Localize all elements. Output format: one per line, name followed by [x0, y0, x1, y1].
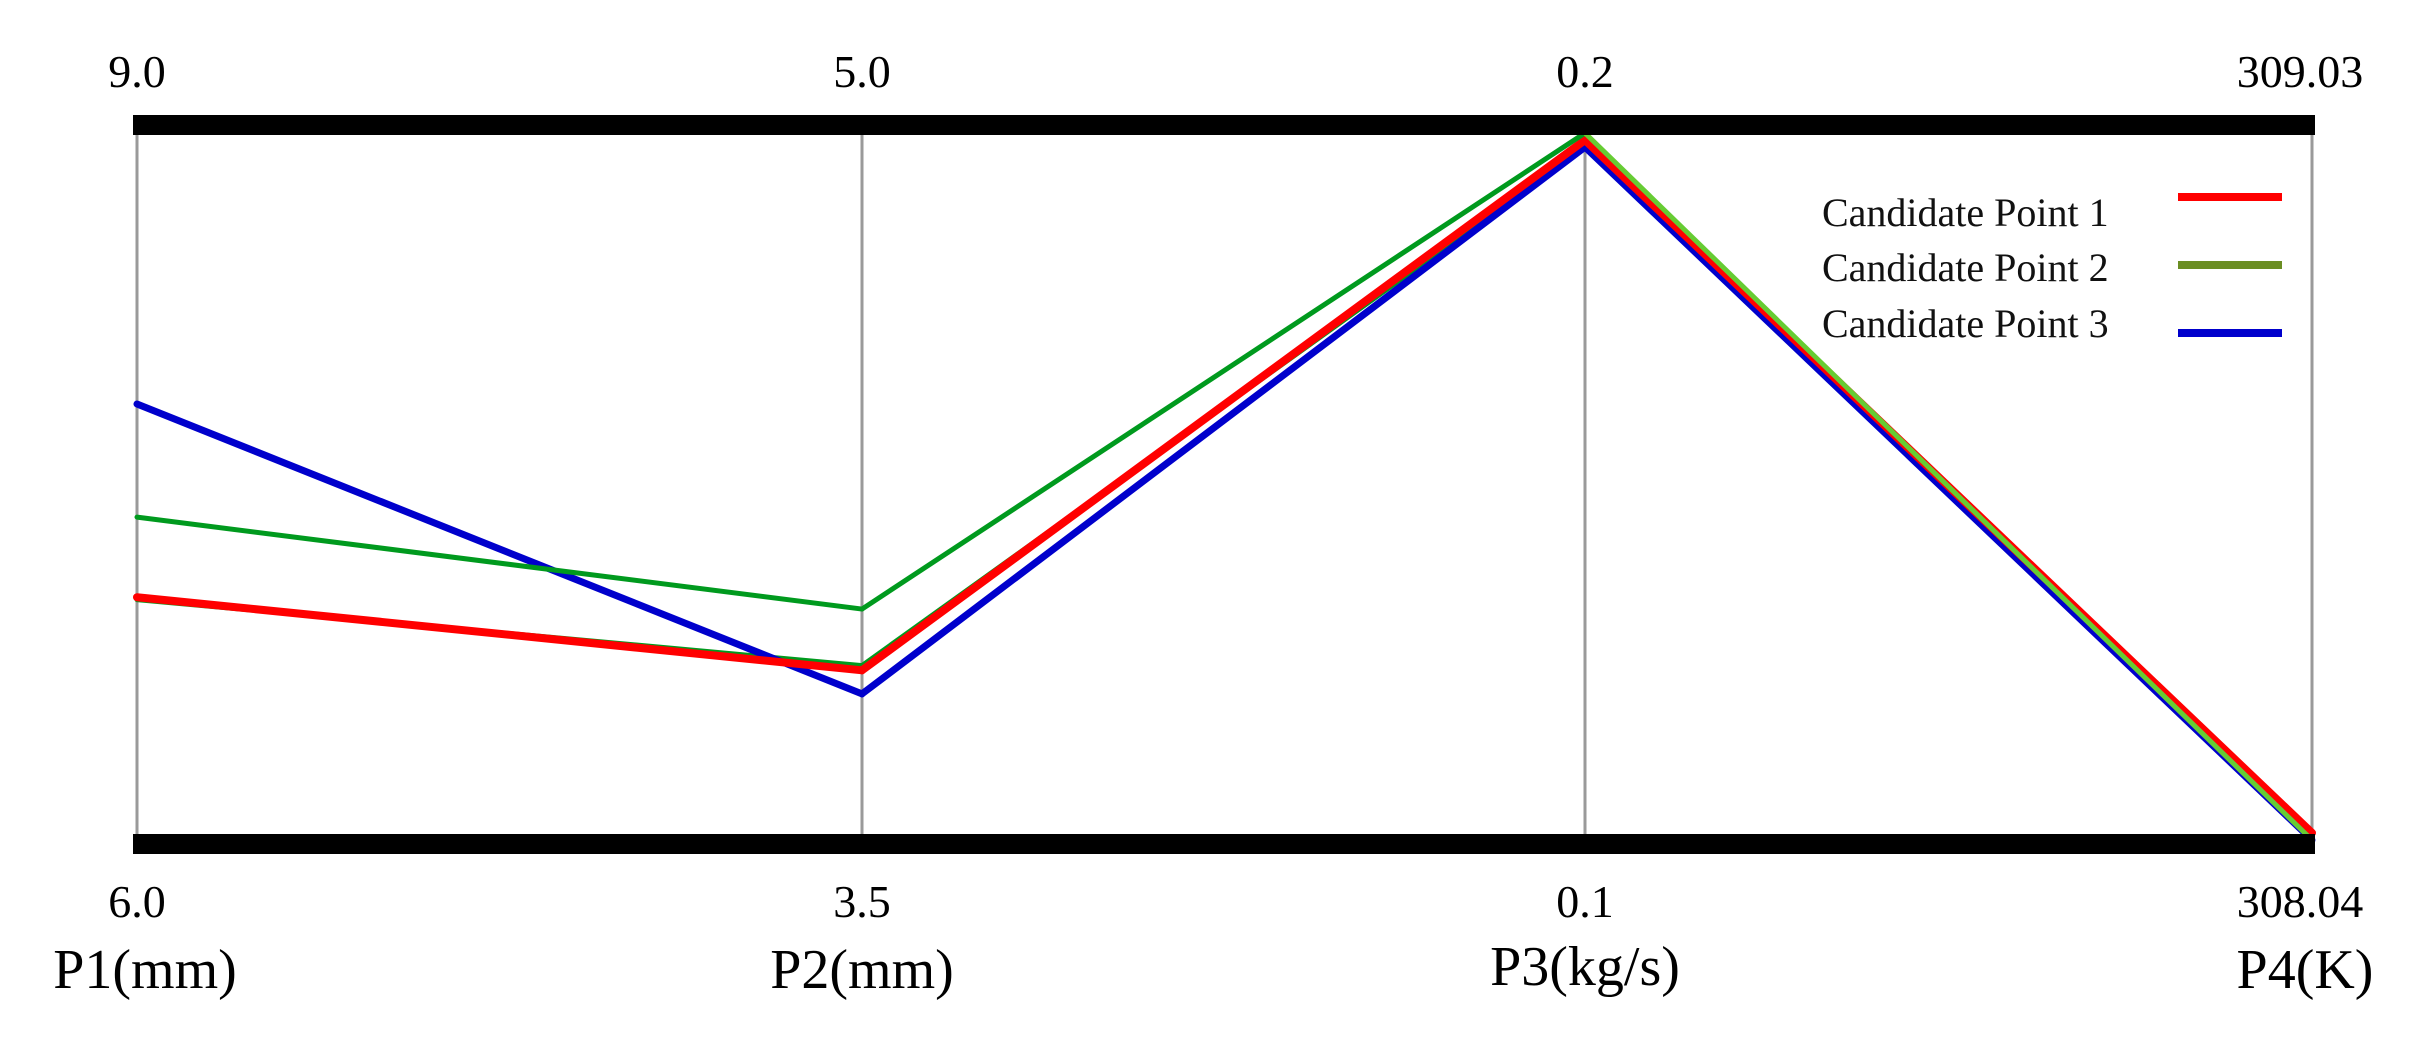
p2-min-label: 3.5 [833, 876, 891, 927]
p2-axis-name: P2(mm) [770, 939, 954, 1001]
series-2-segment [1582, 130, 2315, 843]
p1-max-label: 9.0 [108, 46, 166, 97]
p4-min-label: 308.04 [2237, 876, 2364, 927]
bottom-bar [133, 834, 2315, 854]
series-2-segment [859, 130, 1588, 612]
top-bar [133, 115, 2315, 135]
legend-label-3: Candidate Point 3 [1822, 301, 2109, 346]
p4-max-label: 309.03 [2237, 46, 2364, 97]
p3-min-label: 0.1 [1556, 876, 1614, 927]
series-3-segment [133, 400, 866, 698]
legend-label-2: Candidate Point 2 [1822, 245, 2109, 290]
legend-item-3: Candidate Point 3 [1822, 301, 2282, 346]
p2-max-label: 5.0 [833, 46, 891, 97]
series-3-segment [858, 143, 1589, 698]
series-1-segment [858, 136, 1589, 675]
p1-min-label: 6.0 [108, 876, 166, 927]
legend-item-2: Candidate Point 2 [1822, 245, 2282, 290]
p4-axis-name: P4(K) [2237, 939, 2374, 1001]
series-1-segment [133, 593, 866, 675]
legend-item-1: Candidate Point 1 [1822, 190, 2282, 235]
p3-max-label: 0.2 [1556, 46, 1614, 97]
data-lines [133, 130, 2316, 844]
axis-lines [135, 125, 2314, 843]
legend: Candidate Point 1 Candidate Point 2 Cand… [1822, 190, 2282, 346]
legend-label-1: Candidate Point 1 [1822, 190, 2109, 235]
p1-axis-name: P1(mm) [53, 939, 237, 1001]
p3-axis-name: P3(kg/s) [1490, 936, 1680, 998]
series-2-segment [134, 514, 865, 612]
